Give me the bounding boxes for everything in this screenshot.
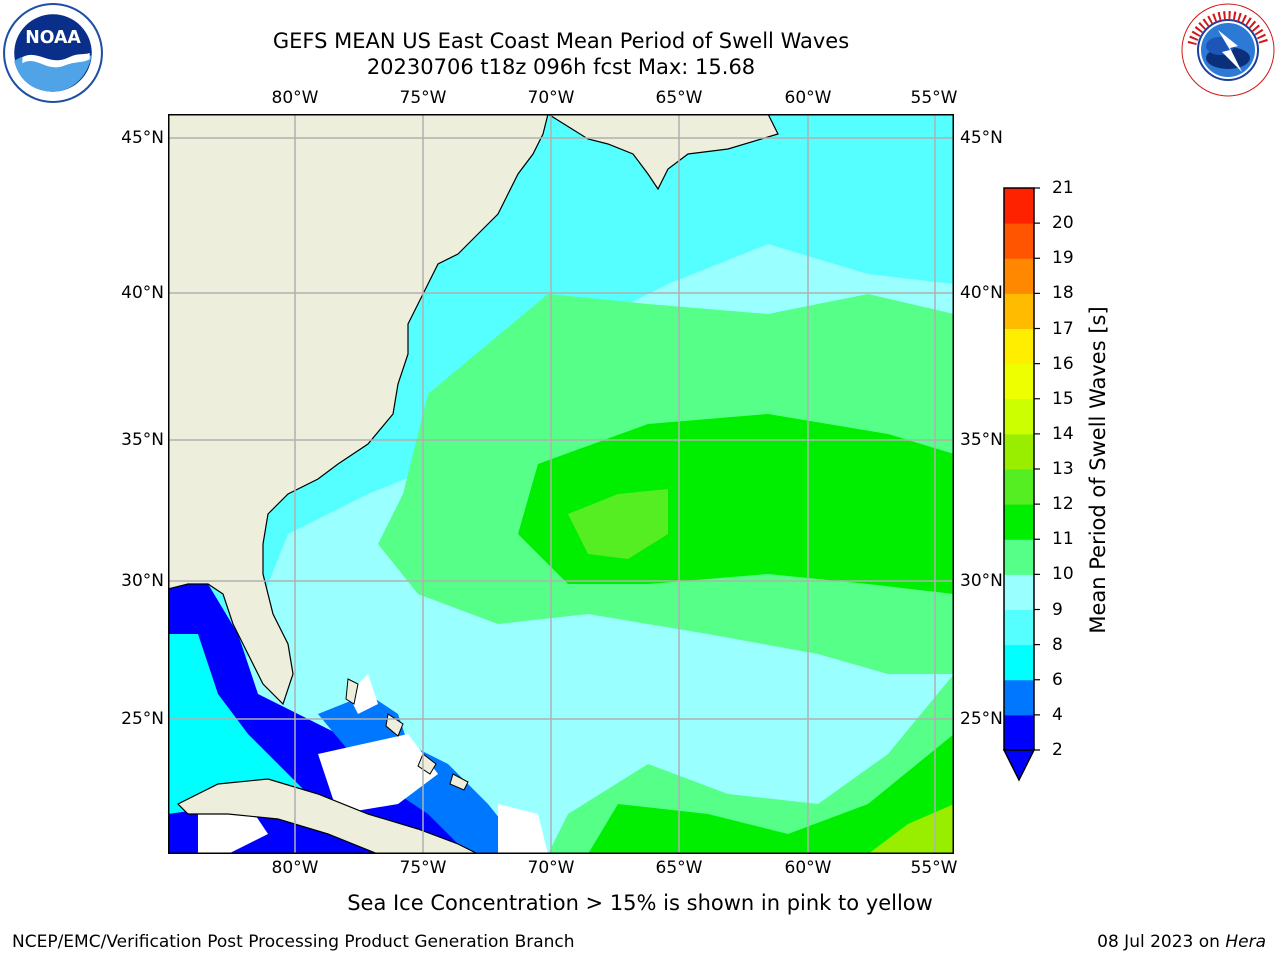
lat-label-left-40n: 40°N xyxy=(121,283,164,303)
colorbar-segment xyxy=(1004,539,1034,575)
colorbar-tick-label: 8 xyxy=(1052,634,1063,655)
colorbar-tick-label: 2 xyxy=(1052,740,1063,760)
colorbar-tick-label: 4 xyxy=(1052,704,1063,725)
colorbar-tick-label: 20 xyxy=(1052,213,1074,234)
colorbar-segment xyxy=(1004,644,1034,681)
colorbar-tick-label: 10 xyxy=(1052,564,1074,585)
colorbar-tick-label: 12 xyxy=(1052,494,1074,515)
land-us xyxy=(168,114,549,706)
lat-label-right-45n: 45°N xyxy=(960,128,1003,148)
sea-ice-note-text: Sea Ice Concentration > 15% is shown in … xyxy=(347,891,933,915)
lon-label-top-60w: 60°W xyxy=(784,88,832,108)
graticule xyxy=(168,114,954,854)
colorbar-segment xyxy=(1004,328,1034,365)
colorbar-segment xyxy=(1004,223,1034,259)
colorbar-tick-label: 9 xyxy=(1052,599,1063,620)
colorbar-tick-label: 14 xyxy=(1052,423,1074,444)
colorbar-tick-label: 17 xyxy=(1052,318,1074,339)
sea-ice-note: Sea Ice Concentration > 15% is shown in … xyxy=(0,891,1280,915)
nodata-patch-1 xyxy=(348,674,378,714)
lat-label-right-30n: 30°N xyxy=(960,571,1003,591)
colorbar-segment xyxy=(1004,504,1034,540)
map-title: GEFS MEAN US East Coast Mean Period of S… xyxy=(272,29,850,53)
lat-label-left-30n: 30°N xyxy=(121,571,164,591)
lon-label-top-70w: 70°W xyxy=(527,88,575,108)
lon-label-top-80w: 80°W xyxy=(271,88,319,108)
colorbar-segment xyxy=(1004,469,1034,505)
contour-south-12s xyxy=(868,804,954,854)
colorbar-tick-label: 15 xyxy=(1052,388,1074,409)
colorbar-tick-label: 19 xyxy=(1052,248,1074,269)
lat-label-right-40n: 40°N xyxy=(960,283,1003,303)
colorbar-segment xyxy=(1004,574,1034,610)
land-cuba xyxy=(176,778,479,854)
lon-label-top-65w: 65°W xyxy=(655,88,703,108)
svg-text:NOAA: NOAA xyxy=(25,28,81,48)
land-canada xyxy=(546,114,779,191)
colorbar-label: Mean Period of Swell Waves [s] xyxy=(1086,306,1110,634)
colorbar-segment xyxy=(1004,363,1034,400)
map-subtitle: 20230706 t18z 096h fcst Max: 15.68 xyxy=(366,55,756,79)
nodata-patch-3 xyxy=(498,804,548,854)
colorbar-tick-label: 6 xyxy=(1052,669,1063,690)
colorbar-segment xyxy=(1004,188,1034,224)
lon-label-top-55w: 55°W xyxy=(910,88,958,108)
swell-period-map xyxy=(168,114,954,854)
lat-label-right-35n: 35°N xyxy=(960,430,1003,450)
noaa-logo-icon: NOAA xyxy=(3,3,103,103)
lon-label-bottom-70w: 70°W xyxy=(527,858,575,878)
colorbar-segment xyxy=(1004,714,1034,751)
lat-label-left-45n: 45°N xyxy=(121,128,164,148)
colorbar-segment xyxy=(1004,258,1034,294)
footer-date-text: 08 Jul 2023 on xyxy=(1097,932,1226,952)
contour-gulf-cyan xyxy=(168,634,308,814)
footer-machine: Hera xyxy=(1225,932,1266,952)
lat-label-right-25n: 25°N xyxy=(960,709,1003,729)
colorbar-segment xyxy=(1004,433,1034,470)
colorbar-extend-arrow xyxy=(1002,749,1036,782)
contour-11s xyxy=(568,489,668,559)
lon-label-bottom-60w: 60°W xyxy=(784,858,832,878)
colorbar-segment xyxy=(1004,679,1034,716)
colorbar-tick-label: 13 xyxy=(1052,459,1074,479)
lon-label-bottom-55w: 55°W xyxy=(910,858,958,878)
colorbar-segment xyxy=(1004,293,1034,329)
nws-logo-icon xyxy=(1180,2,1276,98)
lon-label-bottom-65w: 65°W xyxy=(655,858,703,878)
colorbar-tick-label: 18 xyxy=(1052,283,1074,304)
colorbar xyxy=(1002,187,1040,782)
nodata-patch-2 xyxy=(318,734,438,814)
lat-label-left-35n: 35°N xyxy=(121,430,164,450)
lat-label-left-25n: 25°N xyxy=(121,709,164,729)
colorbar-tick-label: 16 xyxy=(1052,353,1074,374)
colorbar-tick-label: 21 xyxy=(1052,178,1074,198)
colorbar-segment xyxy=(1004,398,1034,435)
colorbar-segment xyxy=(1004,609,1034,646)
footer-credit: NCEP/EMC/Verification Post Processing Pr… xyxy=(12,932,575,952)
footer-date: 08 Jul 2023 on Hera xyxy=(1097,932,1266,952)
lon-label-top-75w: 75°W xyxy=(399,88,447,108)
lon-label-bottom-80w: 80°W xyxy=(271,858,319,878)
colorbar-tick-label: 11 xyxy=(1052,529,1074,550)
lon-label-bottom-75w: 75°W xyxy=(399,858,447,878)
